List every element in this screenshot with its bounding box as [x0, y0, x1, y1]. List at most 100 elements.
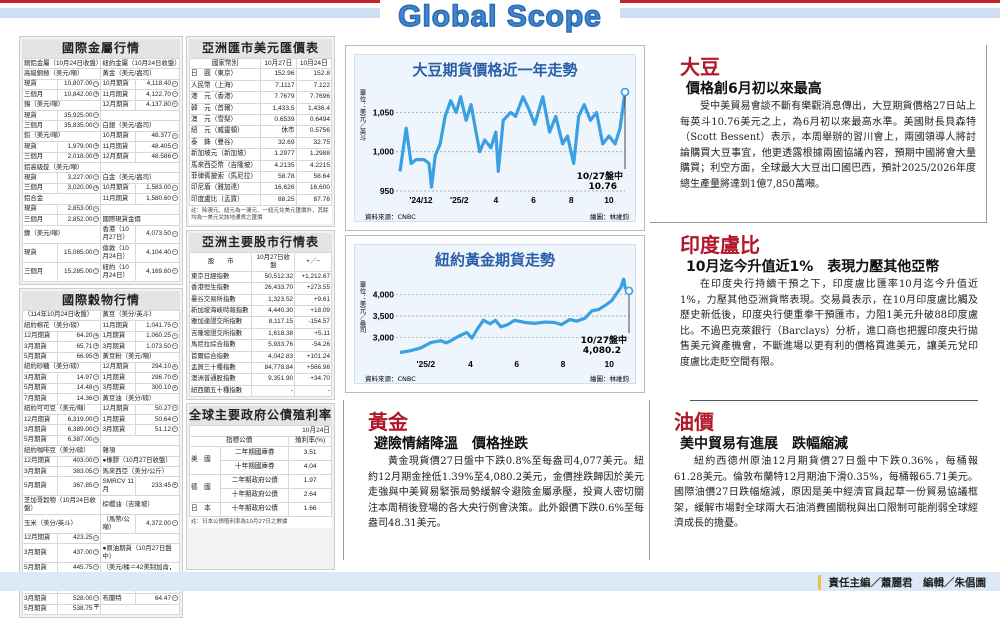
divider — [343, 400, 344, 560]
row-label — [101, 533, 180, 543]
row-label: 現貨 — [23, 111, 58, 121]
row-label: 3月期貨 — [23, 594, 58, 604]
up-sign-icon: + — [93, 153, 99, 159]
row-label: 泰 銖（曼谷） — [190, 137, 261, 148]
row-value: 14.48− — [57, 383, 101, 393]
row-value: 296.70+ — [136, 373, 180, 383]
row-value: - — [295, 385, 332, 396]
row-value: +5.11 — [295, 328, 332, 339]
row-value: 10,807.00− — [57, 79, 101, 89]
annotation-value: 10.76 — [589, 182, 617, 192]
bond-name: 十年期政府公債 — [221, 503, 289, 517]
row-label: 紐約可可豆（美元/噸） — [23, 404, 101, 414]
down-sign-icon: − — [172, 143, 178, 149]
row-label: 11月期貨 — [101, 321, 136, 331]
column-header: +／− — [295, 253, 332, 272]
down-sign-icon: − — [93, 395, 99, 401]
row-label: 3月期貨 — [23, 342, 58, 352]
row-value: 7.1117 — [261, 80, 297, 91]
page-header: Global Scope — [0, 0, 1000, 34]
column-header: 10月24日 — [296, 59, 332, 69]
row-label: （馬幣/公噸） — [101, 515, 136, 534]
divider — [650, 222, 987, 223]
row-label: 5月期貨 — [23, 352, 58, 362]
row-label: 三個月 — [23, 121, 58, 131]
row-value: 1,580.60− — [136, 194, 180, 204]
down-sign-icon: − — [93, 549, 99, 555]
row-label: 玉米（美分/英斗） — [23, 515, 101, 534]
row-value: 3,020.00+ — [57, 183, 101, 193]
row-label: 5月期貨 — [23, 604, 58, 614]
x-tick-label: '24/12 — [409, 195, 433, 205]
row-value: 14.97− — [57, 373, 101, 383]
row-value: 3,227.00− — [57, 173, 101, 183]
row-label — [101, 604, 180, 614]
up-sign-icon: + — [172, 385, 178, 391]
down-sign-icon: − — [172, 81, 178, 87]
table-row: 銅鋁金屬（10月24日收盤）紐約金屬（10月24日收盤） — [23, 59, 180, 69]
row-value: 10,842.00+ — [57, 90, 101, 100]
row-label: 紐約咖啡豆（美分/磅） — [23, 446, 101, 456]
row-label: 三個月 — [23, 183, 58, 193]
table-row: （114年10月24日收盤）黃豆（美分/英斗） — [23, 310, 180, 320]
oil-article: 油價 美中貿易有進展 跌幅縮減 紐約西德州原油12月期貨價27日盤中下跌0.36… — [674, 410, 978, 532]
row-label: 1月期貨 — [101, 373, 136, 383]
flat-sign: 平 — [93, 606, 99, 612]
row-value: 294.10+ — [136, 362, 180, 372]
down-sign-icon: − — [93, 416, 99, 422]
row-value: 423.25− — [57, 533, 101, 543]
down-sign-icon: − — [93, 81, 99, 87]
page-footer: 責任主編／蕭麗君 編輯／朱倡園 — [0, 572, 1000, 591]
row-label: 人民幣（上海） — [190, 80, 261, 91]
down-sign-icon: − — [93, 595, 99, 601]
up-sign-icon: + — [172, 482, 178, 488]
row-value: 15,085.00− — [57, 244, 101, 263]
row-label: 3月期貨 — [101, 425, 136, 435]
row-value: 87.76 — [296, 194, 332, 205]
row-value: 58.78 — [261, 171, 297, 182]
row-label: 三個月 — [23, 90, 58, 100]
down-sign-icon: − — [172, 133, 178, 139]
down-sign-icon: − — [172, 249, 178, 255]
divider — [649, 400, 650, 560]
y-tick-label: 4,000 — [373, 289, 395, 299]
row-label: 日 圓（東京） — [190, 69, 261, 80]
row-value: 4,137.80− — [136, 100, 180, 110]
page-title: Global Scope — [380, 0, 620, 34]
row-value: 152.96 — [261, 69, 297, 80]
row-value: 367.85− — [57, 477, 101, 496]
row-label: 黃金（美元/盎司） — [101, 69, 180, 79]
up-sign-icon: + — [172, 374, 178, 380]
row-value: 7.122 — [296, 80, 332, 91]
row-label: 新加坡海峽時報指數 — [190, 306, 252, 317]
x-tick-label: 10 — [605, 359, 615, 369]
row-value: 6,389.00− — [57, 425, 101, 435]
up-sign-icon: + — [93, 185, 99, 191]
bond-name: 十年期國庫券 — [221, 461, 289, 475]
down-sign-icon: − — [172, 333, 178, 339]
row-value: +566.96 — [295, 363, 332, 374]
bond-yield: 1.97 — [289, 475, 332, 489]
row-label: 11月期貨 — [101, 142, 136, 152]
row-label: 白銀（美元/盎司） — [101, 121, 180, 131]
row-label: 菲律賓披索（馬尼拉） — [190, 171, 261, 182]
down-sign-icon: − — [172, 231, 178, 237]
row-value: +34.70 — [295, 374, 332, 385]
row-label: 紐 元（威靈頓） — [190, 126, 261, 137]
